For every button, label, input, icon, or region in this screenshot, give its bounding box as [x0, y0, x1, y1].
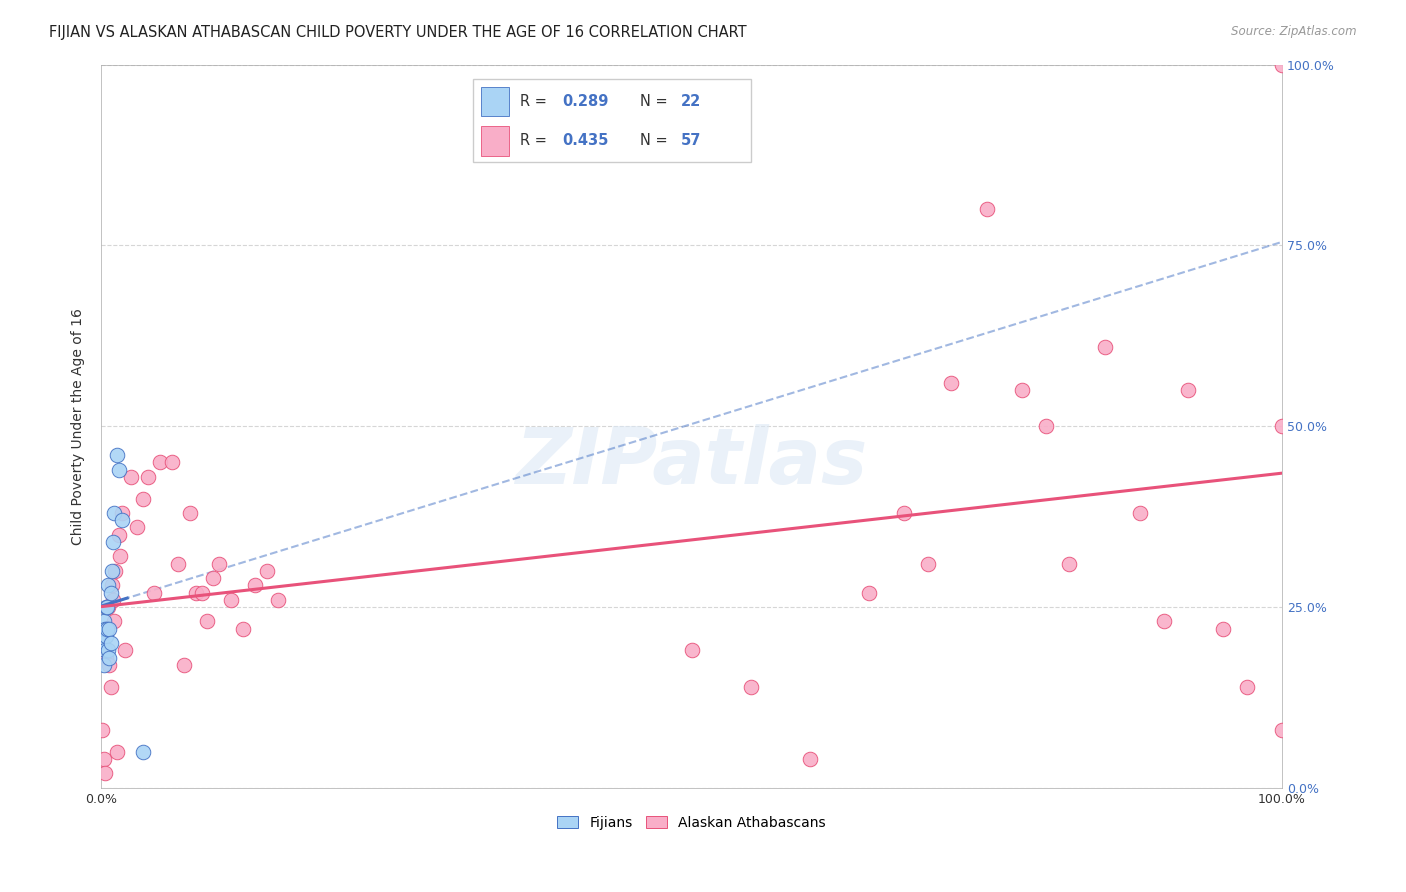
Text: Source: ZipAtlas.com: Source: ZipAtlas.com	[1232, 25, 1357, 38]
Point	[1212, 622, 1234, 636]
Point	[131, 491, 153, 506]
Point	[103, 506, 125, 520]
Point	[98, 657, 121, 672]
Point	[917, 557, 939, 571]
Point	[267, 592, 290, 607]
Point	[197, 615, 219, 629]
Point	[91, 636, 114, 650]
Point	[1129, 506, 1152, 520]
Point	[103, 615, 125, 629]
Point	[190, 585, 212, 599]
Point	[111, 506, 134, 520]
Point	[202, 571, 225, 585]
Point	[1271, 723, 1294, 737]
Point	[179, 506, 201, 520]
Point	[111, 513, 134, 527]
Point	[96, 622, 118, 636]
Point	[94, 600, 117, 615]
Point	[1094, 340, 1116, 354]
Point	[105, 745, 128, 759]
Point	[976, 202, 998, 217]
Point	[96, 622, 118, 636]
Point	[1271, 57, 1294, 71]
Y-axis label: Child Poverty Under the Age of 16: Child Poverty Under the Age of 16	[72, 308, 86, 545]
Point	[94, 643, 117, 657]
Point	[93, 657, 115, 672]
Point	[1153, 615, 1175, 629]
Point	[98, 650, 121, 665]
Point	[108, 462, 131, 476]
Point	[1011, 383, 1033, 397]
Point	[101, 578, 124, 592]
Point	[101, 564, 124, 578]
Point	[941, 376, 963, 390]
Point	[799, 752, 821, 766]
Point	[105, 448, 128, 462]
Point	[100, 680, 122, 694]
Point	[91, 723, 114, 737]
Point	[219, 592, 242, 607]
Legend: Fijians, Alaskan Athabascans: Fijians, Alaskan Athabascans	[551, 810, 831, 835]
Point	[93, 615, 115, 629]
Point	[94, 766, 117, 780]
Point	[114, 643, 136, 657]
Point	[100, 585, 122, 599]
Point	[167, 557, 190, 571]
Point	[98, 622, 121, 636]
Point	[96, 600, 118, 615]
Point	[1177, 383, 1199, 397]
Point	[120, 470, 142, 484]
Point	[104, 564, 127, 578]
Point	[100, 636, 122, 650]
Point	[208, 557, 231, 571]
Point	[184, 585, 207, 599]
Point	[232, 622, 254, 636]
Point	[125, 520, 148, 534]
Point	[97, 643, 120, 657]
Point	[131, 745, 153, 759]
Point	[93, 752, 115, 766]
Point	[1236, 680, 1258, 694]
Point	[101, 592, 124, 607]
Text: FIJIAN VS ALASKAN ATHABASCAN CHILD POVERTY UNDER THE AGE OF 16 CORRELATION CHART: FIJIAN VS ALASKAN ATHABASCAN CHILD POVER…	[49, 25, 747, 40]
Point	[1035, 419, 1057, 434]
Point	[97, 578, 120, 592]
Point	[1271, 419, 1294, 434]
Point	[94, 622, 117, 636]
Point	[108, 527, 131, 541]
Point	[243, 578, 266, 592]
Point	[256, 564, 278, 578]
Point	[858, 585, 880, 599]
Text: ZIPatlas: ZIPatlas	[516, 425, 868, 500]
Point	[94, 629, 117, 643]
Point	[149, 455, 172, 469]
Point	[160, 455, 183, 469]
Point	[138, 470, 160, 484]
Point	[893, 506, 915, 520]
Point	[108, 549, 131, 564]
Point	[740, 680, 762, 694]
Point	[101, 535, 124, 549]
Point	[97, 600, 120, 615]
Point	[94, 650, 117, 665]
Point	[681, 643, 703, 657]
Point	[1059, 557, 1081, 571]
Point	[173, 657, 195, 672]
Point	[143, 585, 166, 599]
